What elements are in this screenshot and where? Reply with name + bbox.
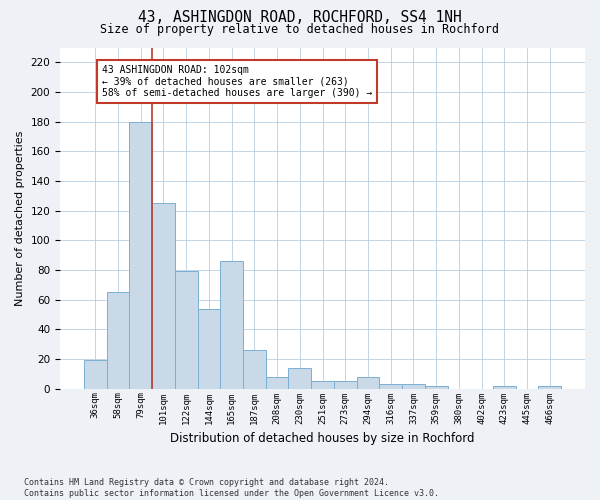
Bar <box>130 122 152 388</box>
Bar <box>175 272 197 388</box>
Bar <box>402 384 425 388</box>
Text: Size of property relative to detached houses in Rochford: Size of property relative to detached ho… <box>101 22 499 36</box>
Bar <box>334 381 356 388</box>
Bar <box>425 386 448 388</box>
Bar <box>84 360 107 388</box>
Bar <box>356 377 379 388</box>
Bar <box>220 261 243 388</box>
Text: Contains HM Land Registry data © Crown copyright and database right 2024.
Contai: Contains HM Land Registry data © Crown c… <box>24 478 439 498</box>
Bar <box>311 381 334 388</box>
Bar <box>538 386 561 388</box>
X-axis label: Distribution of detached houses by size in Rochford: Distribution of detached houses by size … <box>170 432 475 445</box>
Bar <box>379 384 402 388</box>
Bar <box>197 308 220 388</box>
Bar <box>266 377 289 388</box>
Y-axis label: Number of detached properties: Number of detached properties <box>15 130 25 306</box>
Text: 43 ASHINGDON ROAD: 102sqm
← 39% of detached houses are smaller (263)
58% of semi: 43 ASHINGDON ROAD: 102sqm ← 39% of detac… <box>102 66 373 98</box>
Bar <box>289 368 311 388</box>
Text: 43, ASHINGDON ROAD, ROCHFORD, SS4 1NH: 43, ASHINGDON ROAD, ROCHFORD, SS4 1NH <box>138 10 462 25</box>
Bar <box>493 386 515 388</box>
Bar <box>152 203 175 388</box>
Bar <box>243 350 266 389</box>
Bar <box>107 292 130 388</box>
